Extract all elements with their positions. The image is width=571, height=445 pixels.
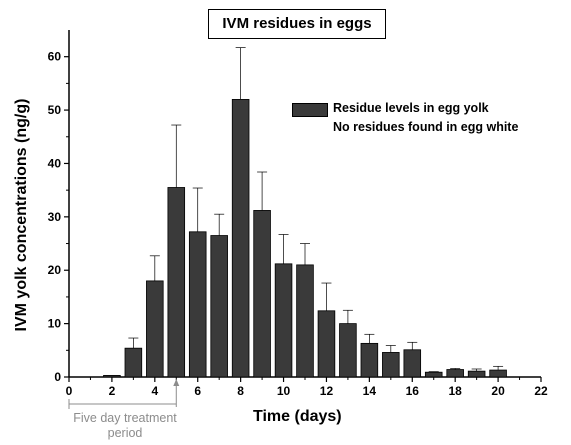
x-tick-label: 18 bbox=[449, 384, 463, 398]
bar bbox=[489, 369, 507, 378]
bar bbox=[467, 370, 486, 378]
bar bbox=[296, 264, 314, 378]
x-tick-label: 12 bbox=[320, 384, 334, 398]
y-tick-label: 40 bbox=[48, 156, 62, 170]
treatment-period-note: Five day treatment period bbox=[58, 411, 192, 441]
bar bbox=[360, 342, 379, 378]
treatment-note-line1: Five day treatment bbox=[73, 411, 177, 425]
y-tick-label: 30 bbox=[48, 210, 62, 224]
y-tick-label: 0 bbox=[54, 370, 61, 384]
x-axis-label: Time (days) bbox=[253, 408, 342, 425]
x-tick-label: 14 bbox=[363, 384, 377, 398]
treatment-arrow-head bbox=[173, 379, 180, 386]
x-tick-label: 10 bbox=[277, 384, 291, 398]
bar bbox=[188, 231, 207, 378]
x-tick-label: 16 bbox=[406, 384, 420, 398]
x-tick-label: 0 bbox=[66, 384, 73, 398]
legend-note: No residues found in egg white bbox=[333, 120, 519, 134]
bar bbox=[146, 280, 164, 378]
x-tick-label: 4 bbox=[151, 384, 158, 398]
bar bbox=[339, 323, 357, 378]
bar bbox=[424, 371, 443, 378]
chart-title: IVM residues in eggs bbox=[208, 9, 386, 39]
bar bbox=[317, 310, 336, 378]
y-tick-label: 50 bbox=[48, 103, 62, 117]
x-tick-label: 6 bbox=[194, 384, 201, 398]
legend-series-name: Residue levels in egg yolk bbox=[333, 101, 489, 115]
x-tick-label: 22 bbox=[534, 384, 548, 398]
treatment-note-line2: period bbox=[107, 426, 143, 440]
bar bbox=[124, 347, 143, 378]
x-tick-label: 8 bbox=[237, 384, 244, 398]
x-tick-label: 2 bbox=[109, 384, 116, 398]
bar bbox=[403, 349, 422, 378]
bar bbox=[103, 374, 121, 378]
y-axis-label: IVM yolk concentrations (ng/g) bbox=[13, 98, 30, 332]
bar bbox=[167, 187, 186, 378]
y-tick-label: 20 bbox=[48, 263, 62, 277]
bar bbox=[253, 210, 271, 378]
bar bbox=[274, 263, 293, 378]
legend-swatch bbox=[292, 103, 328, 117]
bar bbox=[446, 369, 464, 378]
bar bbox=[382, 352, 400, 378]
x-tick-label: 20 bbox=[491, 384, 505, 398]
bar bbox=[210, 235, 228, 378]
y-tick-label: 10 bbox=[48, 317, 62, 331]
y-tick-label: 60 bbox=[48, 50, 62, 64]
bar bbox=[231, 99, 250, 378]
